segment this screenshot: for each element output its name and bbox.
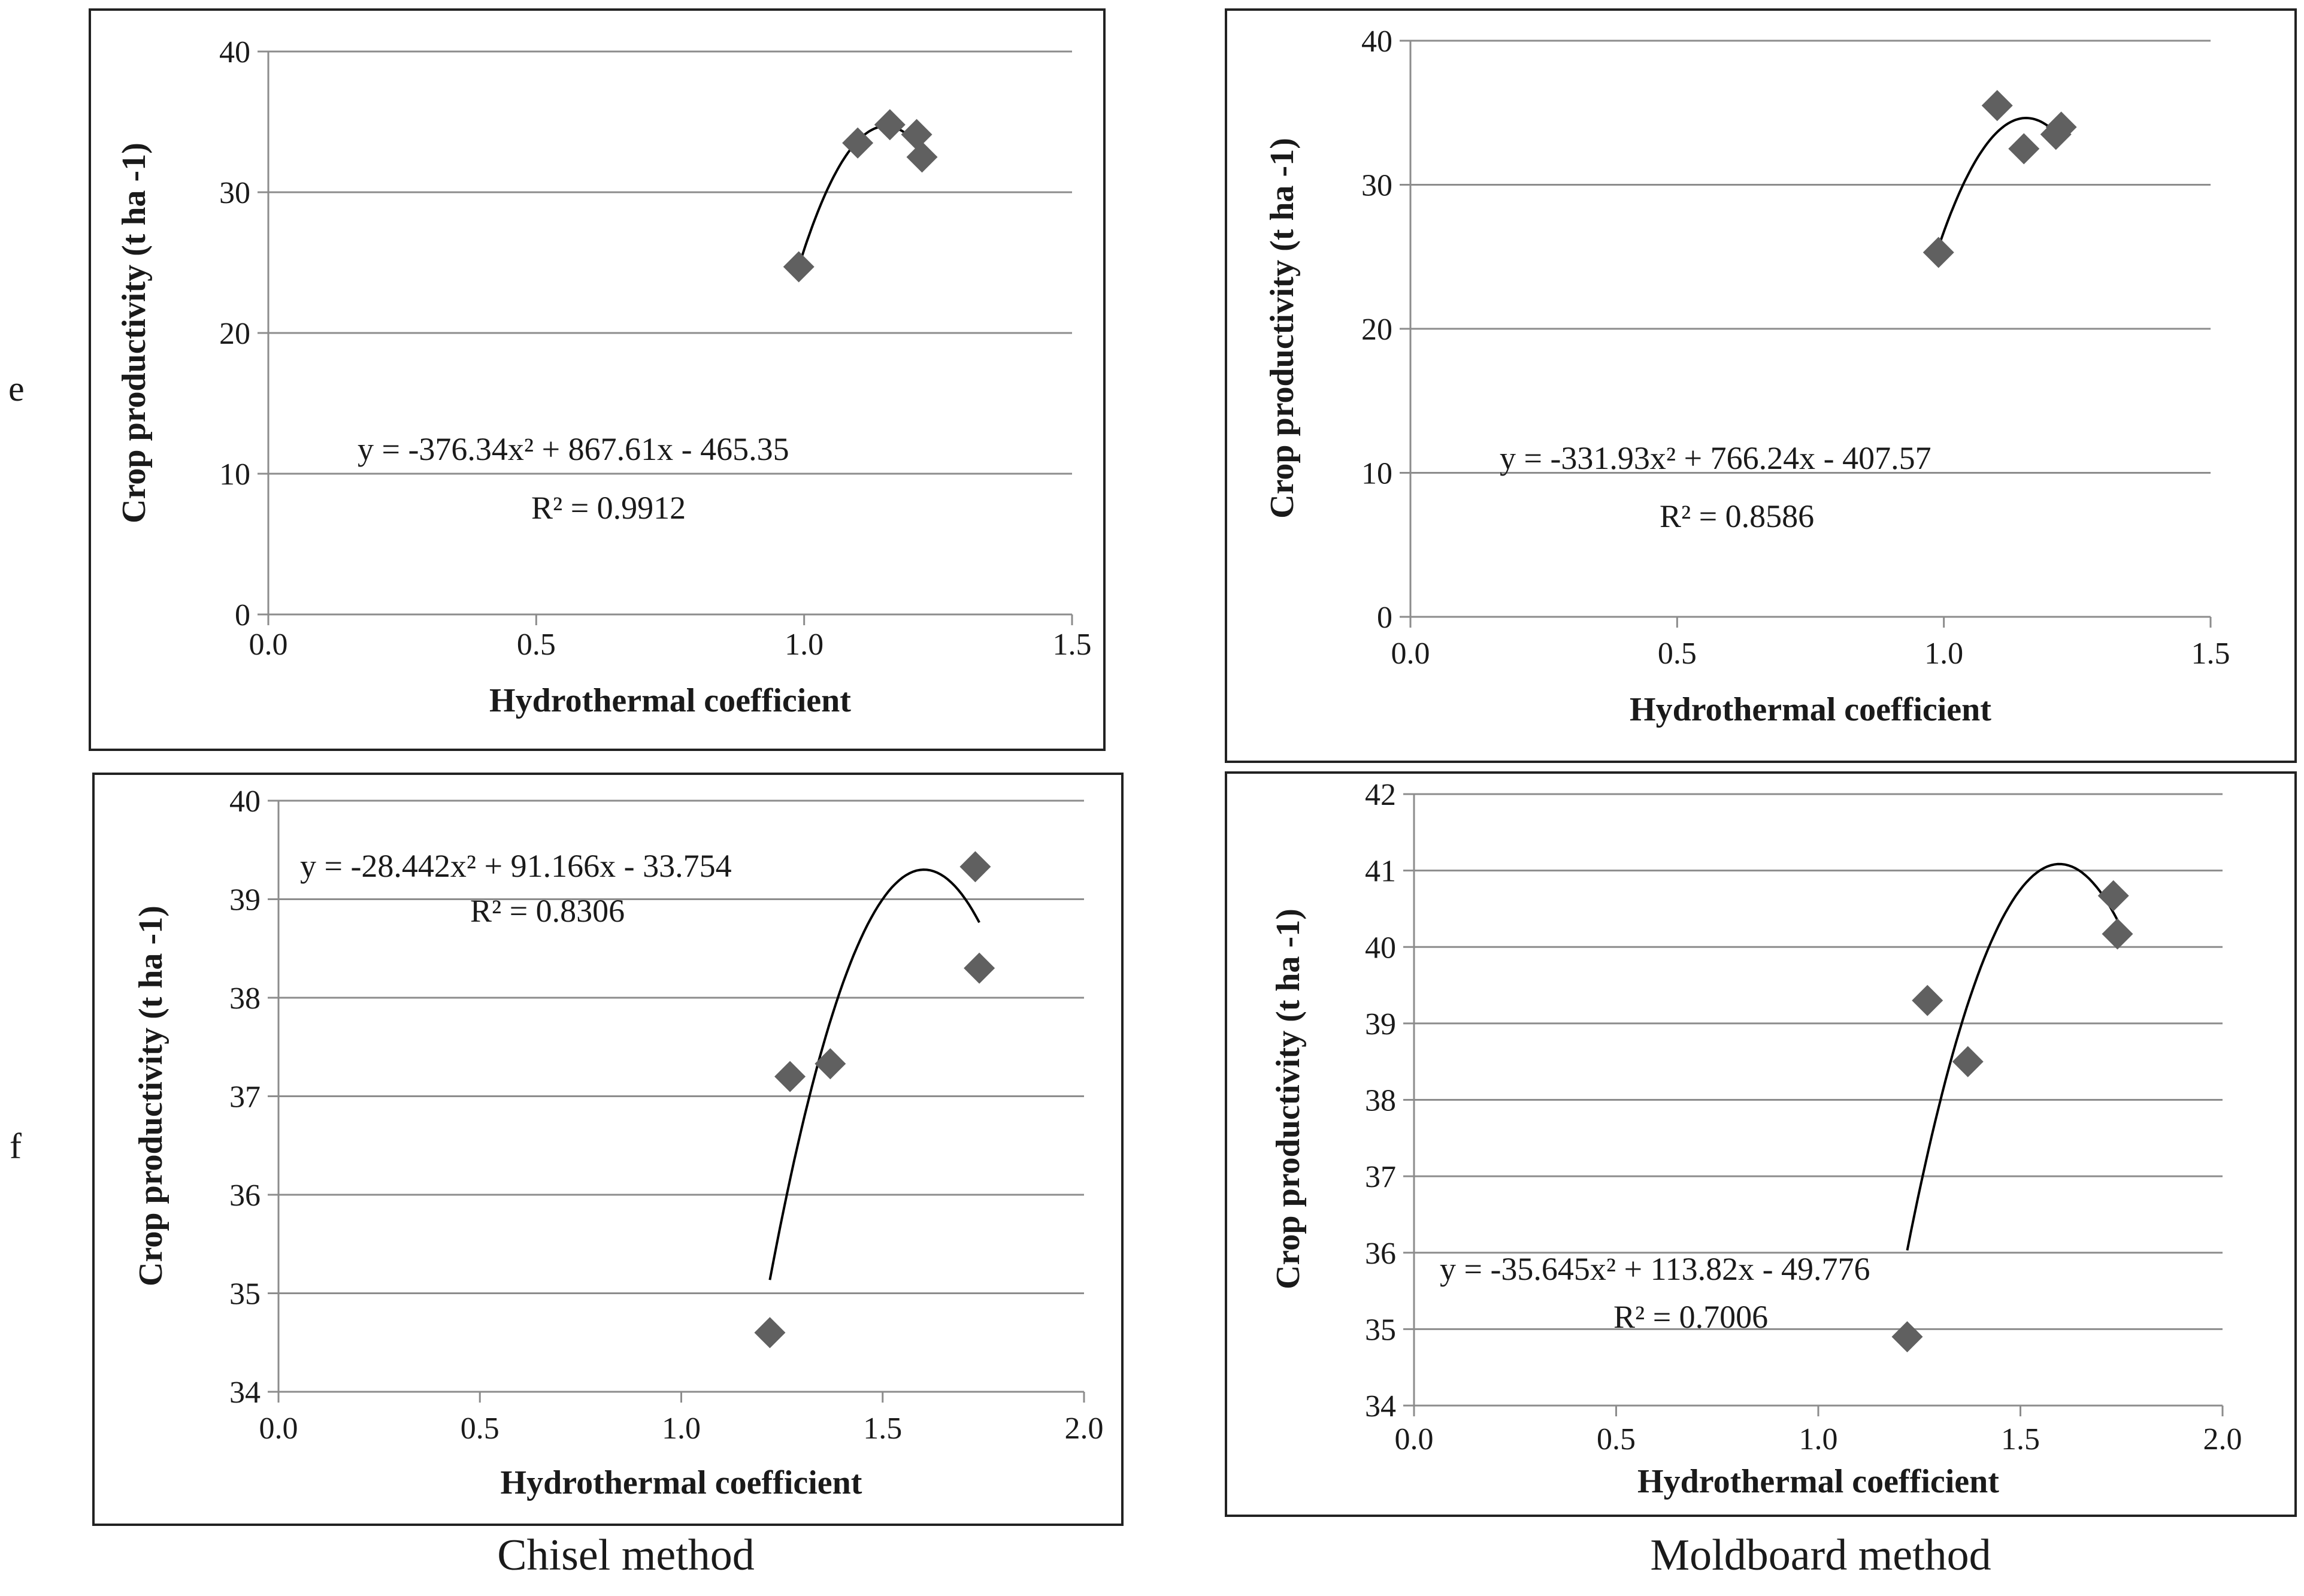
y-tick-label: 30 [1361, 169, 1392, 203]
y-tick-label: 36 [1365, 1237, 1396, 1271]
y-tick-label: 10 [219, 458, 250, 492]
y-tick-label: 40 [219, 35, 250, 69]
y-axis-title: Crop productivity (t ha -1) [1264, 138, 1301, 519]
x-tick-label: 1.5 [2001, 1422, 2040, 1456]
x-tick-label: 2.0 [2203, 1422, 2242, 1456]
chart-e-chisel: 0 10 20 30 40 0.0 0.5 1.0 1.5 Hydrothermal coeffi… [116, 35, 1092, 719]
x-axis-title: Hydrothermal coefficient [1630, 691, 1991, 728]
r-squared-label: R² = 0.8306 [470, 893, 625, 929]
y-axis-title: Crop productivity (t ha -1) [132, 905, 169, 1286]
r-squared-label: R² = 0.9912 [531, 490, 686, 526]
x-tick-label: 0.0 [249, 628, 288, 662]
y-tick-label: 37 [229, 1080, 261, 1115]
x-tick-label: 1.5 [863, 1412, 902, 1446]
data-point-diamond [1981, 90, 2013, 122]
y-tick-label: 42 [1365, 778, 1396, 812]
data-point-diamond [2097, 880, 2129, 911]
data-point-diamond [1891, 1321, 1923, 1353]
chart-panel-f-chisel: 34 35 36 37 38 39 40 0.0 0.5 1.0 1.5 2.0 Hydrotherma… [92, 773, 1124, 1526]
data-point-diamond [901, 119, 933, 150]
y-tick-label: 41 [1365, 855, 1396, 889]
data-point-diamond [964, 952, 995, 984]
y-tick-label: 20 [1361, 313, 1392, 347]
x-tick-label: 1.0 [662, 1412, 701, 1446]
data-point-diamond [959, 851, 991, 883]
y-axis-title: Crop productivity (t ha -1) [116, 143, 153, 523]
trendline-equation: y = -28.442x² + 91.166x - 33.754 [300, 848, 732, 884]
row-label-f: f [10, 1126, 22, 1166]
y-tick-label: 40 [1365, 931, 1396, 965]
x-tick-label: 0.0 [1395, 1422, 1434, 1456]
y-tick-label: 30 [219, 176, 250, 210]
y-tick-label: 35 [1365, 1313, 1396, 1347]
y-tick-label: 20 [219, 317, 250, 351]
caption-moldboard-method: Moldboard method [1650, 1531, 1991, 1580]
y-tick-label: 39 [1365, 1007, 1396, 1041]
data-point-diamond [2102, 918, 2133, 950]
y-tick-label: 40 [1361, 25, 1392, 59]
y-tick-label: 37 [1365, 1160, 1396, 1194]
y-tick-label: 34 [1365, 1389, 1396, 1424]
caption-chisel-method: Chisel method [497, 1531, 755, 1580]
x-tick-label: 0.5 [461, 1412, 499, 1446]
r-squared-label: R² = 0.8586 [1660, 498, 1814, 534]
y-tick-label: 39 [229, 883, 261, 917]
x-tick-label: 1.5 [1053, 628, 1092, 662]
x-tick-label: 0.0 [1391, 637, 1430, 671]
y-tick-label: 0 [235, 598, 250, 632]
y-tick-label: 38 [1365, 1084, 1396, 1118]
data-point-diamond [754, 1317, 786, 1349]
y-tick-label: 38 [229, 982, 261, 1016]
y-tick-label: 34 [229, 1376, 261, 1410]
data-point-diamond [2045, 111, 2077, 143]
data-point-diamond [774, 1061, 806, 1092]
y-tick-label: 35 [229, 1277, 261, 1312]
x-tick-label: 2.0 [1065, 1412, 1104, 1446]
data-point-diamond [815, 1048, 846, 1080]
chart-f-chisel: 34 35 36 37 38 39 40 0.0 0.5 1.0 1.5 2.0 Hydrotherma… [132, 785, 1104, 1501]
chart-panel-e-moldboard: 0 10 20 30 40 0.0 0.5 1.0 1.5 Hydrothermal coeffi… [1225, 8, 2297, 763]
y-tick-label: 10 [1361, 457, 1392, 491]
x-tick-label: 0.5 [517, 628, 556, 662]
x-tick-label: 0.5 [1658, 637, 1697, 671]
data-point-diamond [2008, 133, 2040, 165]
x-tick-label: 1.0 [1924, 637, 1963, 671]
data-point-diamond [1922, 237, 1954, 268]
trendline [1906, 862, 2119, 1251]
trendline [768, 868, 980, 1280]
chart-panel-f-moldboard: 34 35 36 37 38 39 40 41 42 0.0 0.5 1.0 1.5 2.0 Hydroth… [1225, 771, 2297, 1517]
x-tick-label: 0.5 [1597, 1422, 1636, 1456]
data-point-diamond [874, 109, 906, 141]
x-tick-label: 0.0 [259, 1412, 298, 1446]
chart-panel-e-chisel: 0 10 20 30 40 0.0 0.5 1.0 1.5 Hydrothermal coeffi… [89, 8, 1106, 751]
data-point-diamond [906, 141, 938, 173]
x-axis-title: Hydrothermal coefficient [501, 1464, 862, 1501]
x-tick-label: 1.0 [785, 628, 823, 662]
trendline [1937, 116, 2063, 247]
data-point-diamond [1912, 985, 1943, 1016]
trendline-equation: y = -376.34x² + 867.61x - 465.35 [358, 431, 789, 467]
data-point-diamond [783, 251, 815, 283]
data-point-diamond [842, 127, 874, 159]
y-tick-label: 36 [229, 1179, 261, 1213]
x-axis-title: Hydrothermal coefficient [1637, 1463, 1999, 1500]
r-squared-label: R² = 0.7006 [1613, 1299, 1768, 1335]
chart-f-moldboard: 34 35 36 37 38 39 40 41 42 0.0 0.5 1.0 1.5 2.0 Hydroth… [1270, 778, 2242, 1500]
y-tick-label: 40 [229, 785, 261, 819]
trendline-equation: y = -331.93x² + 766.24x - 407.57 [1500, 440, 1931, 476]
trendline-equation: y = -35.645x² + 113.82x - 49.776 [1440, 1251, 1870, 1287]
x-tick-label: 1.0 [1799, 1422, 1838, 1456]
chart-e-moldboard: 0 10 20 30 40 0.0 0.5 1.0 1.5 Hydrothermal coeffi… [1264, 25, 2230, 728]
y-axis-title: Crop productivity (t ha -1) [1270, 908, 1307, 1289]
x-axis-title: Hydrothermal coefficient [489, 682, 851, 719]
data-point-diamond [1952, 1046, 1984, 1077]
y-tick-label: 0 [1377, 601, 1392, 635]
x-tick-label: 1.5 [2191, 637, 2230, 671]
row-label-e: e [8, 369, 25, 408]
